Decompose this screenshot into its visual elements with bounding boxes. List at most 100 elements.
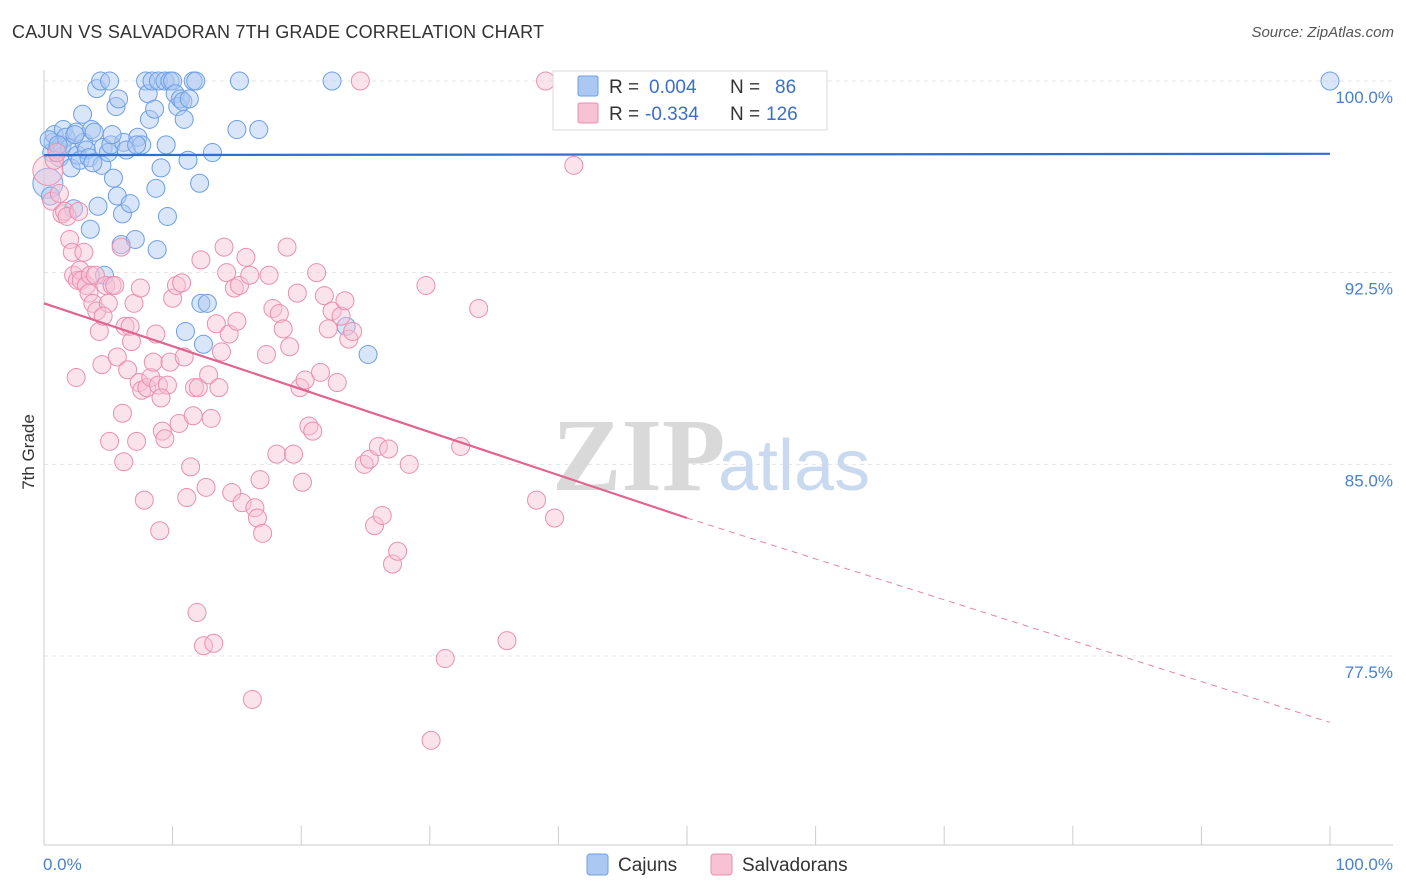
bottom-legend: Cajuns Salvadorans <box>586 853 848 876</box>
cajuns-point <box>174 109 194 129</box>
salvadorans-point <box>421 730 441 750</box>
salvadorans-point <box>52 204 72 224</box>
legend-r-label-salvadorans: R = <box>609 104 639 125</box>
salvadorans-trend-line-extrapolated <box>686 517 1331 723</box>
cajuns-trend-line <box>43 152 1331 157</box>
y-tick-label: 77.5% <box>1345 663 1393 682</box>
salvadorans-point <box>105 275 125 295</box>
cajuns-point <box>32 167 64 199</box>
salvadorans-point <box>536 71 556 91</box>
legend-r-label-cajuns: R = <box>609 77 639 98</box>
salvadorans-point <box>188 378 208 398</box>
salvadorans-point <box>111 237 131 257</box>
salvadorans-point <box>183 406 203 426</box>
cajuns-point <box>139 109 159 129</box>
cajuns-point <box>156 135 176 155</box>
cajuns-point <box>197 293 217 313</box>
salvadorans-point <box>100 431 120 451</box>
y-axis-label: 7th Grade <box>19 414 38 490</box>
salvadorans-trend-line <box>43 302 688 520</box>
salvadorans-point <box>227 311 247 331</box>
salvadorans-point <box>365 516 385 536</box>
cajuns-point <box>100 71 120 91</box>
salvadorans-point <box>331 306 351 326</box>
salvadorans-point <box>92 355 112 375</box>
salvadorans-point <box>322 301 342 321</box>
salvadorans-point <box>130 278 150 298</box>
cajuns-point <box>145 99 165 119</box>
salvadorans-point <box>114 452 134 472</box>
bottom-legend-label-cajuns: Cajuns <box>618 855 677 876</box>
salvadorans-point <box>232 493 252 513</box>
salvadorans-point <box>292 472 312 492</box>
cajuns-point <box>65 125 85 145</box>
salvadorans-point <box>98 293 118 313</box>
cajuns-point <box>227 120 247 140</box>
salvadorans-point <box>47 143 67 163</box>
salvadorans-point <box>295 370 315 390</box>
salvadorans-point <box>335 291 355 311</box>
cajuns-point <box>109 89 129 109</box>
salvadorans-point <box>69 201 89 221</box>
bottom-legend-label-salvadorans: Salvadorans <box>742 855 848 876</box>
legend-swatch-salvadorans <box>577 102 599 124</box>
salvadorans-point <box>141 367 161 387</box>
salvadorans-point <box>269 304 289 324</box>
salvadorans-point <box>163 288 183 308</box>
cajuns-point <box>147 240 167 260</box>
salvadorans-point <box>299 416 319 436</box>
cajuns-point <box>191 293 211 313</box>
salvadorans-point <box>201 408 221 428</box>
watermark: ZIP atlas <box>552 398 870 513</box>
salvadorans-point <box>379 439 399 459</box>
cajuns-point <box>179 89 199 109</box>
salvadorans-point <box>49 183 69 203</box>
salvadorans-point <box>204 633 224 653</box>
cajuns-point <box>163 71 183 91</box>
salvadorans-point <box>66 367 86 387</box>
cajuns-point <box>322 71 342 91</box>
salvadorans-point <box>277 237 297 257</box>
y-tick-label: 85.0% <box>1345 471 1393 490</box>
salvadorans-point <box>55 201 75 221</box>
salvadorans-point <box>383 554 403 574</box>
salvadorans-point <box>107 347 127 367</box>
salvadorans-point <box>206 314 226 334</box>
salvadorans-point <box>256 344 276 364</box>
watermark-zip: ZIP <box>552 398 725 513</box>
salvadorans-point <box>372 505 392 525</box>
bottom-legend-swatch-cajuns <box>586 853 609 876</box>
salvadorans-point <box>388 541 408 561</box>
legend-r-value-cajuns: 0.004 <box>649 77 697 98</box>
legend-n-label-salvadorans: N = <box>730 104 760 125</box>
salvadorans-point <box>303 421 323 441</box>
cajuns-point <box>155 71 175 91</box>
salvadorans-point <box>280 337 300 357</box>
salvadorans-point <box>287 283 307 303</box>
salvadorans-point <box>217 263 237 283</box>
salvadorans-point <box>318 319 338 339</box>
cajuns-point <box>249 120 269 140</box>
salvadorans-point <box>224 278 244 298</box>
salvadorans-point <box>160 352 180 372</box>
cajuns-point <box>120 194 140 214</box>
legend-n-value-cajuns: 86 <box>775 77 796 98</box>
cajuns-point <box>88 196 108 216</box>
salvadorans-point <box>151 388 171 408</box>
cajuns-point <box>175 321 195 341</box>
salvadorans-point <box>211 342 231 362</box>
salvadorans-point <box>354 454 374 474</box>
salvadorans-point <box>191 250 211 270</box>
legend-swatch-cajuns <box>577 75 599 97</box>
salvadorans-point <box>545 508 565 528</box>
cajuns-point <box>112 204 132 224</box>
salvadorans-point <box>137 378 157 398</box>
chart-title: CAJUN VS SALVADORAN 7TH GRADE CORRELATIO… <box>12 22 545 42</box>
salvadorans-point <box>242 689 262 709</box>
salvadorans-point <box>263 298 283 318</box>
salvadorans-point <box>57 206 77 226</box>
cajuns-point <box>132 135 152 155</box>
salvadorans-point <box>497 631 517 651</box>
cajuns-point <box>193 334 213 354</box>
